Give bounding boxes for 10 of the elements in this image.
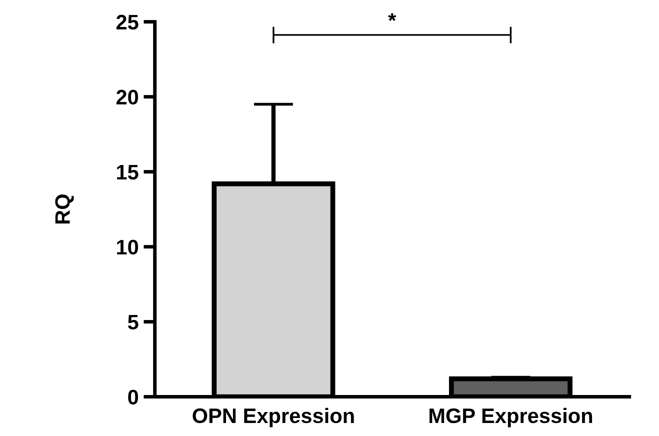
y-tick-label: 20: [116, 90, 138, 105]
y-tick-label: 25: [116, 14, 138, 30]
y-tick-label: 5: [128, 314, 138, 330]
y-axis-title: RQ: [55, 194, 74, 224]
y-tick-label: 10: [117, 240, 138, 255]
y-tick-label: 15: [117, 165, 138, 180]
text: *: [388, 13, 396, 22]
x-tick-label: MGP Expression: [430, 408, 592, 428]
x-tick-label: OPN Expression: [192, 408, 354, 428]
y-tick-label: 0: [128, 390, 138, 405]
